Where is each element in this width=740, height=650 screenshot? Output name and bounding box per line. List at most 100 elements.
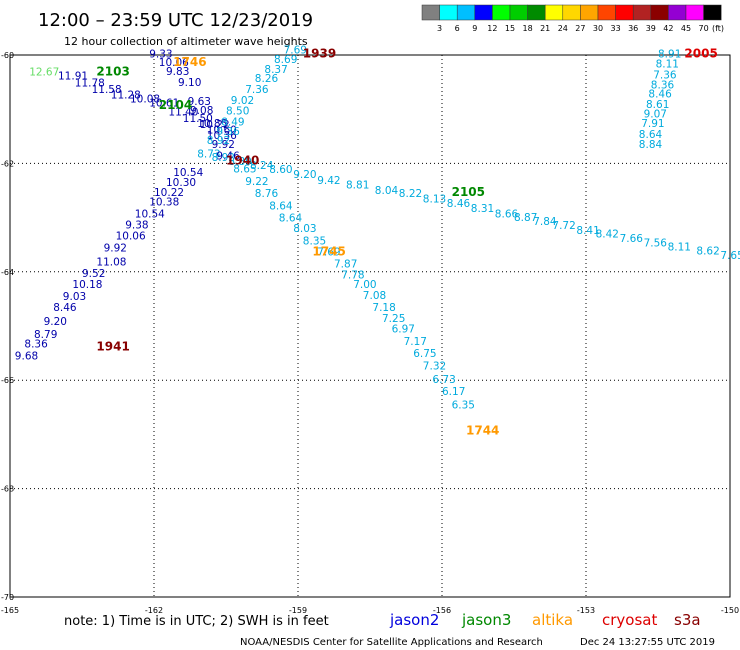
wave-height-value: 9.38 — [125, 219, 148, 231]
wave-height-value: 8.84 — [639, 139, 663, 151]
pass-time-label: 2105 — [452, 185, 485, 199]
wave-height-value: 6.35 — [452, 399, 475, 411]
colorbar-swatch — [421, 4, 440, 21]
wave-height-value: 8.42 — [596, 229, 619, 241]
colorbar-swatch — [597, 4, 616, 21]
y-tick-label: -62 — [1, 159, 14, 168]
footer-note: note: 1) Time is in UTC; 2) SWH is in fe… — [64, 614, 329, 629]
colorbar-swatch — [562, 4, 581, 21]
wave-height-value: 9.20 — [44, 316, 67, 328]
pass-time-label: 1746 — [173, 55, 206, 69]
wave-height-value: 10.06 — [159, 57, 189, 69]
wave-height-value: 8.65 — [233, 164, 256, 176]
wave-height-value: 10.18 — [72, 279, 102, 291]
wave-height-value: 9.46 — [216, 151, 240, 163]
wave-height-value: 10.85 — [197, 118, 227, 130]
wave-height-value: 7.36 — [245, 84, 269, 96]
colorbar-label: 3 — [437, 24, 442, 33]
footer-credit: NOAA/NESDIS Center for Satellite Applica… — [240, 637, 543, 648]
x-tick-label: -153 — [577, 606, 595, 615]
wave-points: 8.738.928.898.248.60 9.20 9.42 8.81 8.04 8.22… — [15, 44, 740, 411]
wave-height-value: 7.69 — [317, 247, 340, 259]
wave-height-value: 8.92 — [212, 152, 235, 164]
wave-height-value: 8.89 — [228, 156, 251, 168]
colorbar-swatch — [650, 4, 669, 21]
colorbar-swatch — [474, 4, 493, 21]
colorbar-swatch — [668, 4, 687, 21]
wave-height-value: 6.97 — [392, 324, 415, 336]
wave-height-value: 8.36 — [24, 339, 48, 351]
y-tick-label: -70 — [1, 593, 14, 602]
legend-altika: altika — [532, 611, 573, 629]
wave-height-value: 11.40 — [168, 107, 198, 119]
pass-time-label: 1745 — [312, 245, 345, 259]
wave-height-value: 7.65 — [720, 250, 740, 262]
wave-height-value: 8.91 — [658, 49, 681, 61]
tick-labels: -165 -162 -159 -156 -153 -150 -60 -62 -64 -66 -68 -… — [1, 51, 739, 615]
wave-height-value: 9.22 — [245, 176, 268, 188]
wave-height-value: 9.92 — [212, 139, 235, 151]
wave-height-value: 8.22 — [399, 188, 422, 200]
colorbar-swatch — [703, 4, 722, 21]
wave-height-value: 8.26 — [255, 73, 279, 85]
colorbar-swatch — [527, 4, 546, 21]
wave-height-value: 8.66 — [495, 209, 519, 221]
wave-height-value: 9.68 — [15, 351, 38, 363]
chart-subtitle: 12 hour collection of altimeter wave hei… — [64, 35, 308, 48]
wave-height-value: 10.22 — [200, 119, 230, 131]
wave-height-value: 11.50 — [183, 113, 213, 125]
wave-height-value: 8.92 — [207, 135, 230, 147]
colorbar-label: 39 — [646, 24, 656, 33]
plot-frame — [9, 54, 731, 598]
wave-height-value: 10.60 — [207, 125, 237, 137]
wave-height-value: 8.73 — [197, 148, 220, 160]
wave-height-value: 8.61 — [646, 99, 669, 111]
wave-height-value: 7.18 — [372, 302, 395, 314]
wave-height-value: 9.03 — [63, 291, 86, 303]
wave-height-value: 8.35 — [303, 236, 326, 248]
wave-height-value: 9.33 — [149, 49, 172, 61]
wave-height-value: 10.54 — [135, 209, 165, 221]
wave-height-value: 8.69 — [274, 54, 297, 66]
colorbar-label: 30 — [593, 24, 603, 33]
colorbar-label: 36 — [628, 24, 638, 33]
wave-height-value: 9.83 — [166, 66, 189, 78]
wave-height-value: 8.87 — [514, 212, 537, 224]
wave-height-value: 8.79 — [34, 329, 57, 341]
wave-height-value: 7.78 — [341, 269, 364, 281]
wave-height-value: 12.67 — [29, 67, 59, 79]
wave-height-value: 7.08 — [363, 290, 386, 302]
wave-height-value: 8.37 — [264, 64, 287, 76]
x-tick-label: -162 — [145, 606, 163, 615]
colorbar-label: 42 — [663, 24, 673, 33]
x-tick-label: -156 — [433, 606, 451, 615]
wave-height-value: 11.91 — [58, 70, 88, 82]
wave-height-value: 10.61 — [149, 97, 179, 109]
footer-timestamp: Dec 24 13:27:55 UTC 2019 — [580, 637, 715, 648]
colorbar-label: 27 — [575, 24, 585, 33]
legend-jason3: jason3 — [461, 611, 511, 629]
wave-height-value: 7.69 — [284, 44, 307, 56]
colorbar-label: 33 — [611, 24, 621, 33]
colorbar: 3 6 9 12 15 18 21 24 27 30 33 36 39 42 45 70 — [421, 4, 722, 33]
wave-height-value: 8.46 — [648, 88, 672, 100]
x-tick-label: -159 — [289, 606, 307, 615]
wave-height-value: 9.02 — [231, 95, 254, 107]
wave-height-value: 7.36 — [653, 69, 677, 81]
colorbar-swatch — [439, 4, 458, 21]
wave-height-value: 10.54 — [173, 167, 203, 179]
wave-height-value: 8.04 — [375, 185, 399, 197]
pass-time-label: 1941 — [96, 339, 129, 353]
wave-height-value: 11.78 — [75, 77, 105, 89]
wave-height-value: 10.30 — [166, 177, 196, 189]
wave-height-value: 8.49 — [221, 116, 244, 128]
wave-height-value: 10.38 — [149, 197, 179, 209]
pass-time-label: 1940 — [226, 153, 259, 167]
wave-height-value: 8.11 — [656, 58, 679, 70]
wave-height-value: 8.46 — [447, 198, 471, 210]
colorbar-label: 18 — [523, 24, 533, 33]
colorbar-swatch — [580, 4, 599, 21]
wave-height-value: 7.91 — [641, 118, 664, 130]
legend-jason2: jason2 — [389, 611, 439, 629]
wave-height-value: 11.08 — [96, 256, 126, 268]
